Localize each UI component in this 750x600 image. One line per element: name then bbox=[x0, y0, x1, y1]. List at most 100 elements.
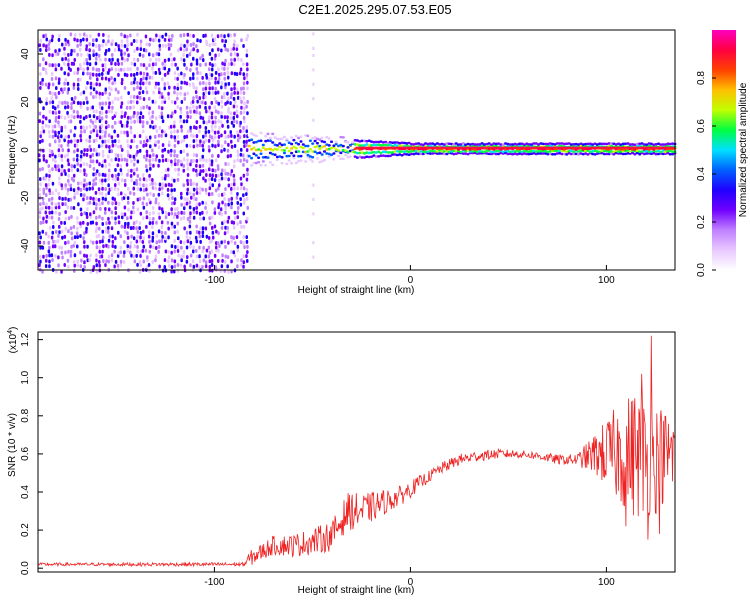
spectrogram-cell bbox=[182, 58, 186, 63]
spectrogram-cell bbox=[405, 144, 409, 147]
spectrogram-cell bbox=[70, 114, 73, 119]
spectrogram-cell bbox=[77, 202, 80, 207]
spectrogram-cell bbox=[51, 82, 55, 87]
spectrogram-cell bbox=[138, 134, 142, 139]
spectrogram-cell bbox=[201, 230, 205, 235]
spectrogram-cell bbox=[466, 142, 470, 146]
spectrogram-cell bbox=[145, 135, 148, 140]
spectrogram-cell bbox=[233, 144, 237, 148]
spectrogram-cell bbox=[70, 97, 74, 101]
spectrogram-cell bbox=[471, 142, 475, 146]
spectrogram-cell bbox=[132, 254, 135, 259]
spectrogram-cell bbox=[170, 183, 173, 188]
spectrogram-cell bbox=[120, 95, 123, 100]
spectrogram-cell bbox=[61, 202, 64, 207]
spectrogram-cell bbox=[56, 135, 60, 140]
spectrogram-cell bbox=[217, 231, 220, 236]
spectrogram-cell bbox=[44, 231, 48, 236]
spectrogram-cell bbox=[77, 181, 80, 186]
spectrogram-cell bbox=[114, 211, 118, 215]
spectrogram-cell bbox=[199, 139, 202, 144]
snr-x-axis-label: Height of straight line (km) bbox=[298, 585, 415, 596]
spectrogram-cell bbox=[85, 86, 88, 91]
spectrogram-cell bbox=[384, 143, 388, 147]
spectrogram-cell bbox=[130, 139, 133, 144]
spectrogram-cell bbox=[176, 154, 179, 158]
spectrogram-cell bbox=[170, 37, 173, 42]
spectrogram-cell bbox=[135, 253, 138, 258]
spectrogram-cell bbox=[174, 62, 177, 67]
spectrogram-cell bbox=[252, 152, 256, 155]
spectrogram-cell bbox=[195, 230, 199, 235]
spectrogram-cell bbox=[180, 210, 183, 215]
spectrogram-cell bbox=[107, 254, 111, 259]
spectrogram-cell bbox=[224, 260, 227, 264]
spectrogram-cell bbox=[114, 245, 117, 249]
spectrogram-cell bbox=[127, 200, 130, 205]
spectrogram-cell bbox=[214, 70, 218, 75]
spectrogram-cell bbox=[210, 56, 214, 61]
spectrogram-cell bbox=[51, 105, 55, 110]
y-tick-label: 0.6 bbox=[20, 447, 31, 461]
spectrogram-cell bbox=[88, 48, 91, 53]
spectrogram-cell bbox=[217, 130, 220, 135]
spectrogram-cell bbox=[101, 172, 105, 177]
spectrogram-cell bbox=[133, 94, 136, 99]
spectrogram-cell bbox=[189, 128, 192, 133]
spectrogram-cell bbox=[211, 90, 215, 95]
spectrogram-cell bbox=[246, 111, 249, 116]
spectrogram-cell bbox=[73, 253, 77, 258]
spectrogram-cell bbox=[325, 152, 329, 155]
spectrogram-cell bbox=[101, 101, 104, 106]
spectrogram-cell bbox=[647, 142, 651, 145]
spectrogram-cell bbox=[168, 34, 171, 39]
spectrogram-cell bbox=[85, 215, 89, 220]
spectrogram-cell bbox=[246, 250, 249, 255]
spectrogram-cell bbox=[221, 258, 224, 263]
spectrogram-cell bbox=[161, 129, 164, 134]
spectrogram-cell bbox=[166, 70, 170, 75]
spectrogram-cell bbox=[621, 152, 625, 156]
spectrogram-cell bbox=[195, 248, 198, 253]
spectrogram-cell bbox=[339, 157, 343, 161]
spectrogram-cell bbox=[149, 124, 152, 129]
spectrogram-cell bbox=[229, 172, 232, 177]
spectrogram-cell bbox=[111, 81, 114, 86]
spectrogram-cell bbox=[259, 139, 263, 142]
spectrogram-cell bbox=[280, 137, 284, 140]
spectrogram-cell bbox=[306, 144, 310, 148]
spectrogram-cell bbox=[208, 109, 211, 114]
spectrogram-cell bbox=[584, 152, 588, 155]
spectrogram-cell bbox=[240, 186, 243, 191]
spectrogram-cell bbox=[186, 39, 189, 44]
spectrogram-cell bbox=[199, 115, 202, 120]
spectrogram-cell bbox=[210, 263, 214, 267]
spectrogram-cell bbox=[208, 250, 212, 255]
spectrogram-cell bbox=[236, 244, 240, 249]
spectrogram-cell bbox=[642, 152, 646, 156]
spectrogram-cell bbox=[73, 235, 77, 240]
spectrogram-cell bbox=[195, 110, 198, 115]
spectrogram-cell bbox=[157, 87, 161, 92]
spectrogram-cell bbox=[42, 34, 45, 39]
spectrogram-cell bbox=[208, 162, 212, 167]
spectrogram-cell bbox=[56, 104, 60, 109]
spectrogram-cell bbox=[58, 33, 61, 38]
spectrogram-cell bbox=[77, 87, 80, 91]
spectrogram-cell bbox=[129, 250, 132, 255]
spectrogram-cell bbox=[67, 148, 70, 153]
spectrogram-cell bbox=[666, 142, 670, 145]
spectrogram-cell bbox=[88, 164, 92, 169]
spectrogram-cell bbox=[63, 81, 66, 86]
spectrogram-cell bbox=[659, 150, 663, 154]
spectrogram-cell bbox=[173, 120, 176, 125]
spectrogram-cell bbox=[210, 111, 214, 116]
spectrogram-cell bbox=[195, 263, 199, 268]
spectrogram-cell bbox=[113, 77, 117, 82]
spectrogram-cell bbox=[202, 58, 205, 63]
spectrogram-cell bbox=[114, 111, 118, 116]
spectrogram-cell bbox=[139, 39, 143, 44]
spectrogram-cell bbox=[242, 162, 245, 167]
spectrogram-cell bbox=[126, 143, 130, 148]
